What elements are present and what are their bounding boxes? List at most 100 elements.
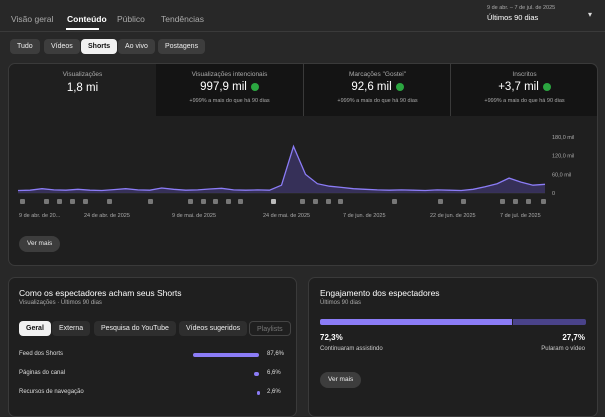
metric-value: 1,8 mi — [66, 82, 99, 94]
metric-change: +999% a mais do que há 90 dias — [337, 98, 418, 104]
metric-value-text: 997,9 mil — [200, 81, 247, 93]
stat-label: Pularam o vídeo — [541, 346, 585, 352]
upload-icon — [148, 199, 153, 204]
x-tick-label: 9 de abr. de 20... — [19, 213, 61, 219]
metric-tab[interactable]: Marcações "Gostei" 92,6 mil +999% a mais… — [303, 64, 450, 116]
upload-icon — [513, 199, 518, 204]
x-tick-label: 7 de jul. de 2025 — [500, 213, 541, 219]
date-label[interactable]: Últimos 90 dias — [487, 13, 539, 22]
upload-icon — [83, 199, 88, 204]
upload-icon — [300, 199, 305, 204]
metric-value-text: +3,7 mil — [498, 81, 539, 93]
x-tick-label: 24 de mai. de 2025 — [263, 213, 310, 219]
row-value: 2,6% — [267, 389, 281, 395]
upload-icon — [188, 199, 193, 204]
page: {"tabs":["Visão geral","Conteúdo","Públi… — [0, 5, 605, 417]
y-tick-label: 60,0 mil — [552, 172, 571, 178]
y-tick-label: 0 — [552, 191, 555, 197]
metric-tab[interactable]: Visualizações intencionais 997,9 mil +99… — [156, 64, 303, 116]
metric-value-text: 92,6 mil — [351, 81, 392, 93]
tab[interactable]: Público — [117, 14, 145, 24]
sources-card — [8, 277, 297, 417]
x-tick-label: 22 de jun. de 2025 — [430, 213, 476, 219]
dropdown-icon[interactable]: ▾ — [588, 10, 593, 19]
upload-icon — [326, 199, 331, 204]
stat-label: Continuaram assistindo — [320, 346, 383, 352]
upload-icon — [201, 199, 206, 204]
line — [17, 144, 546, 192]
upload-icon — [238, 199, 243, 204]
metric-tab[interactable]: Inscritos +3,7 mil +999% a mais do que h… — [450, 64, 597, 116]
filter-chip[interactable]: Vídeos — [44, 39, 80, 54]
card-subtitle: Visualizações · Últimos 90 dias — [19, 300, 102, 306]
tab-underline — [66, 28, 99, 30]
metric-title: Inscritos — [512, 71, 537, 78]
upload-icon — [500, 199, 505, 204]
filter-chip[interactable]: Playlists — [249, 321, 291, 336]
metric-change: +999% a mais do que há 90 dias — [189, 98, 270, 104]
upload-icon — [461, 199, 466, 204]
upload-icon — [226, 199, 231, 204]
upload-icon — [392, 199, 397, 204]
filter-chip[interactable]: Pesquisa do YouTube — [94, 321, 176, 336]
card-title: Como os espectadores acham seus Shorts — [19, 288, 182, 298]
row-value: 6,6% — [267, 370, 281, 376]
check-icon — [542, 82, 551, 91]
row-label: Feed dos Shorts — [19, 351, 64, 357]
row-value: 87,6% — [267, 351, 285, 357]
date-range[interactable]: 9 de abr. – 7 de jul. de 2025 — [487, 5, 556, 11]
upload-icon — [271, 199, 276, 204]
metric-change: +999% a mais do que há 90 dias — [484, 98, 565, 104]
metric-title: Visualizações — [62, 71, 103, 78]
check-icon — [250, 82, 259, 91]
progress-stayed — [320, 319, 513, 325]
metric-title: Visualizações intencionais — [191, 71, 268, 78]
bar — [193, 353, 259, 357]
card-subtitle: Últimos 90 dias — [320, 300, 362, 306]
upload-icon — [107, 199, 112, 204]
metric-title: Marcações "Gostei" — [349, 71, 406, 78]
upload-icon — [313, 199, 318, 204]
button[interactable]: Ver mais — [320, 372, 362, 388]
tab[interactable]: Visão geral — [11, 14, 54, 24]
filter-chip[interactable]: Geral — [19, 321, 51, 336]
check-icon — [395, 82, 404, 91]
x-tick-label: 7 de jun. de 2025 — [343, 213, 386, 219]
upload-icon — [526, 199, 531, 204]
row-label: Páginas do canal — [19, 370, 66, 376]
upload-icon — [338, 199, 343, 204]
y-tick-label: 180,0 mil — [552, 135, 574, 141]
filter-chip[interactable]: Vídeos sugeridos — [179, 321, 248, 336]
upload-icon — [541, 199, 546, 204]
metric-value: +3,7 mil — [451, 81, 598, 93]
progress-skipped — [513, 319, 586, 325]
stat-value: 72,3% — [320, 333, 343, 342]
y-tick-label: 120,0 mil — [552, 154, 574, 160]
metric-value: 92,6 mil — [304, 81, 451, 93]
upload-icon — [44, 199, 49, 204]
tab[interactable]: Conteúdo — [67, 14, 107, 24]
upload-icon — [438, 199, 443, 204]
filter-chip[interactable]: Tudo — [10, 39, 40, 54]
row-label: Recursos de navegação — [19, 389, 84, 395]
upload-icon — [57, 199, 62, 204]
card-title: Engajamento dos espectadores — [320, 288, 440, 298]
button[interactable]: Ver mais — [19, 236, 61, 252]
metric-value: 997,9 mil — [156, 81, 303, 93]
bar — [257, 391, 261, 395]
bar — [254, 372, 259, 376]
upload-icon — [213, 199, 218, 204]
metric-strip — [156, 64, 597, 116]
filter-chip[interactable]: Ao vivo — [118, 39, 155, 54]
x-tick-label: 24 de abr. de 2025 — [84, 213, 130, 219]
divider — [0, 31, 605, 32]
filter-chip[interactable]: Shorts — [81, 39, 118, 54]
filter-chip[interactable]: Externa — [52, 321, 91, 336]
upload-icon — [20, 199, 25, 204]
area — [18, 146, 545, 193]
filter-chip[interactable]: Postagens — [158, 39, 206, 54]
tab[interactable]: Tendências — [161, 14, 205, 24]
x-tick-label: 9 de mai. de 2025 — [172, 213, 216, 219]
metric-tab[interactable]: Visualizações 1,8 mi — [9, 64, 156, 116]
upload-icon — [70, 199, 75, 204]
